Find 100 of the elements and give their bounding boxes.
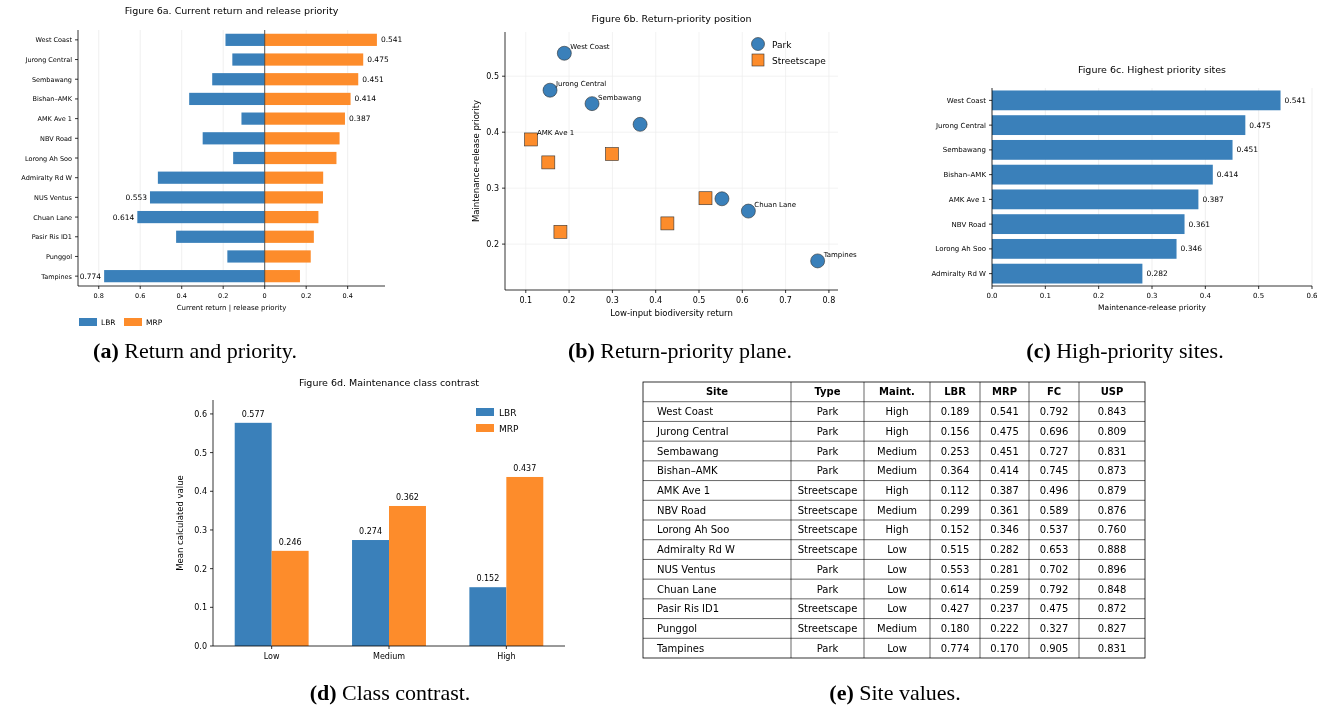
bar — [104, 270, 265, 283]
category-label: Site — [705, 386, 729, 398]
text: 0.848 — [1097, 583, 1127, 595]
text: 0.745 — [1039, 465, 1069, 477]
x-tick-label: 0.6 — [735, 296, 749, 305]
point — [524, 132, 538, 147]
text: (b) Return-priority plane. — [567, 338, 793, 363]
x-tick-label: Medium — [373, 652, 406, 661]
text: Low — [887, 544, 907, 556]
text: Park — [816, 406, 839, 418]
y-tick-label: 0.5 — [486, 72, 499, 82]
bar — [264, 151, 337, 165]
text: Tampines — [657, 642, 705, 654]
x-tick-label: 0.5 — [692, 296, 706, 305]
point — [698, 191, 713, 206]
data-label: 0.274 — [359, 527, 382, 537]
x-tick-label: 0.4 — [649, 296, 663, 305]
text: 0.760 — [1097, 524, 1127, 536]
data-label: 0.152 — [476, 574, 500, 584]
bar — [506, 476, 544, 646]
bar — [264, 112, 345, 125]
text: 0.774 — [940, 642, 970, 654]
point — [584, 96, 600, 111]
text: Admiralty Rd W — [657, 544, 735, 556]
legend-label: LBR — [499, 407, 517, 418]
text: Bishan–AMK — [657, 465, 718, 477]
text: Sembawang — [657, 445, 719, 457]
category-label: FC — [1046, 386, 1062, 398]
text: Streetscape — [797, 484, 858, 496]
x-tick-label: 0.1 — [519, 296, 533, 305]
text: (c) High-priority sites. — [1026, 338, 1224, 363]
text: Streetscape — [797, 603, 858, 615]
x-tick-label: Low — [263, 652, 280, 661]
text: NBV Road — [657, 504, 707, 516]
text: 0.614 — [940, 583, 970, 595]
chart-title: Figure 6b. Return-priority position — [591, 13, 752, 24]
text: 0.361 — [990, 504, 1019, 516]
y-tick-label: 0.2 — [194, 564, 207, 574]
bar — [271, 550, 309, 646]
text: 0.541 — [990, 406, 1019, 418]
text: Park — [816, 583, 839, 595]
bar — [202, 132, 265, 145]
y-tick-label: 0.5 — [194, 448, 207, 458]
point — [810, 253, 825, 269]
text: 0.299 — [940, 504, 970, 516]
point — [660, 216, 675, 231]
point — [557, 45, 572, 61]
text: 0.327 — [1039, 622, 1069, 634]
text: 0.827 — [1097, 622, 1127, 634]
category-label: USP — [1100, 386, 1124, 398]
bar — [264, 132, 340, 145]
text: 0.237 — [990, 603, 1019, 615]
bar — [157, 171, 265, 184]
chart-title: Figure 6d. Maintenance class contrast — [298, 377, 480, 388]
bar — [241, 112, 265, 125]
bar — [264, 53, 364, 66]
bar — [264, 210, 319, 224]
text: NUS Ventus — [657, 563, 716, 575]
text: 0.496 — [1039, 484, 1069, 496]
text: 0.346 — [990, 524, 1019, 536]
text: Park — [816, 563, 839, 575]
text: 0.653 — [1039, 544, 1069, 556]
text: Medium — [877, 622, 917, 634]
text: AMK Ave 1 — [657, 484, 711, 496]
y-tick-label: 0.4 — [194, 487, 207, 497]
data-label: 0.362 — [396, 492, 419, 502]
y-tick-label: 0.2 — [486, 240, 499, 250]
point — [714, 191, 730, 207]
bar — [264, 92, 351, 106]
bar — [189, 92, 265, 106]
bar — [264, 250, 311, 263]
bar — [352, 540, 389, 646]
text: 0.259 — [990, 583, 1019, 595]
text: 0.876 — [1097, 504, 1127, 516]
category-label: MRP — [992, 386, 1017, 398]
bar — [212, 73, 265, 86]
x-axis-title: Low-input biodiversity return — [610, 308, 733, 318]
y-tick-label: 0.3 — [486, 184, 499, 194]
text: 0.843 — [1097, 406, 1127, 418]
text: Park — [816, 465, 839, 477]
point — [741, 203, 756, 219]
x-tick-label: 0.3 — [606, 296, 619, 305]
bar — [992, 238, 1177, 259]
text: Streetscape — [797, 504, 858, 516]
bar — [992, 263, 1143, 284]
text: 0.905 — [1039, 642, 1069, 654]
bar — [264, 171, 324, 184]
text: 0.427 — [940, 603, 970, 615]
text: 0.896 — [1097, 563, 1127, 575]
category-label: Maint. — [879, 386, 915, 398]
text: Medium — [877, 445, 917, 457]
text: 0.696 — [1039, 425, 1069, 437]
text: Punggol — [657, 622, 698, 634]
text: Streetscape — [797, 524, 858, 536]
point — [553, 225, 568, 239]
text: 0.872 — [1097, 603, 1127, 615]
text: Streetscape — [797, 544, 858, 556]
bar — [232, 53, 265, 66]
text: 0.222 — [990, 622, 1019, 634]
data-label: 0.437 — [513, 463, 537, 473]
